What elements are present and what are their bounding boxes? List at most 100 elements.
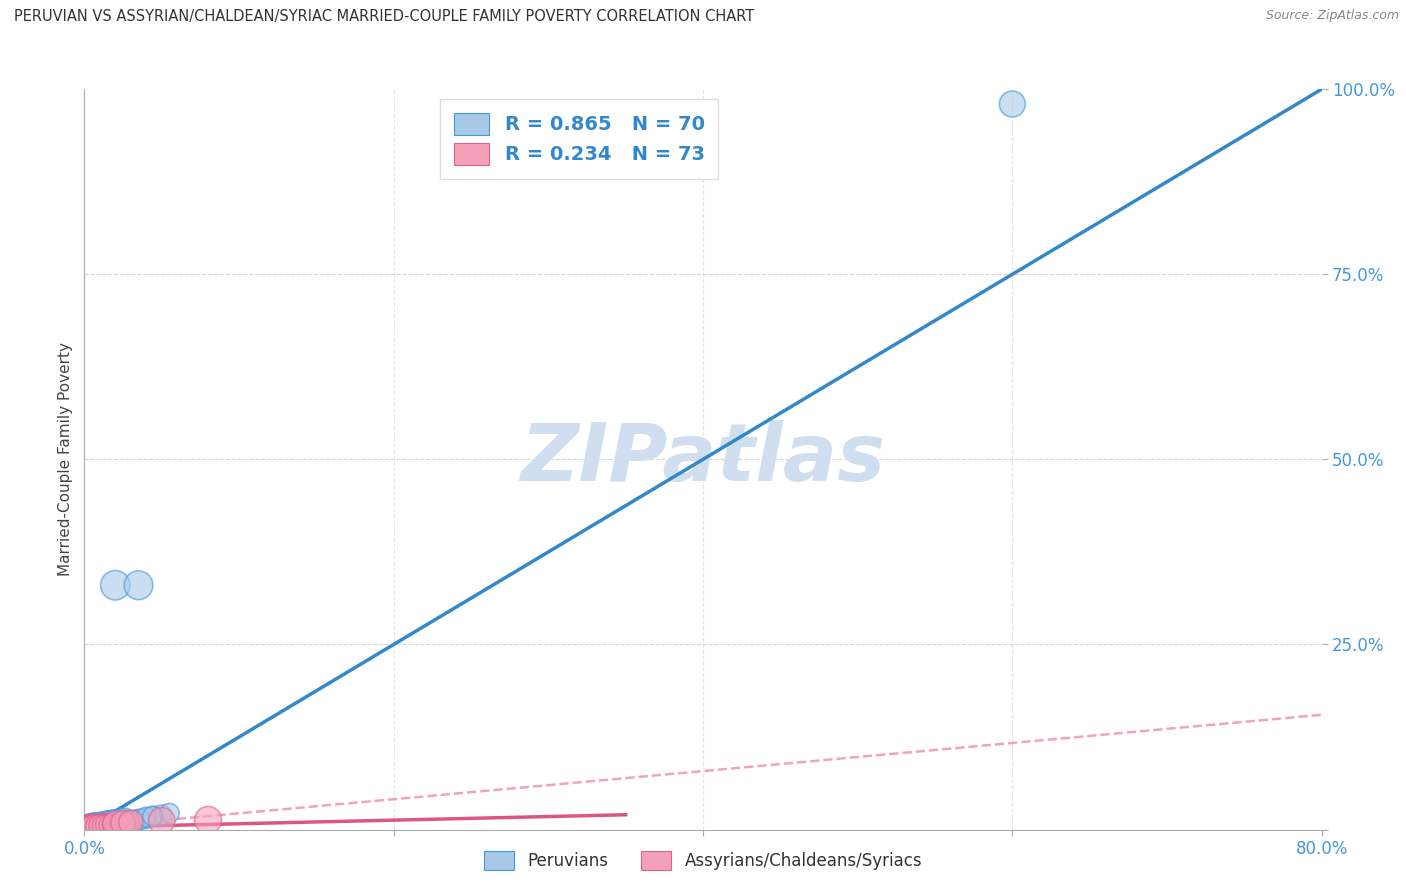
Point [104, 578, 127, 592]
Point [87, 820, 110, 834]
Point [84, 819, 107, 833]
Point [108, 814, 131, 828]
Point [93, 816, 115, 830]
Point [91, 816, 114, 830]
Point [87, 819, 110, 833]
Point [141, 809, 163, 823]
Point [135, 812, 157, 826]
Point [77, 821, 100, 835]
Point [94, 819, 117, 833]
Point [129, 812, 152, 826]
Point [86, 820, 108, 834]
Point [87, 820, 110, 834]
Point [94, 818, 117, 832]
Point [120, 814, 142, 828]
Point [101, 817, 124, 831]
Point [76, 821, 98, 835]
Point [79, 821, 101, 835]
Point [96, 818, 118, 832]
Point [75, 822, 97, 836]
Point [104, 817, 127, 831]
Point [104, 816, 127, 830]
Point [120, 815, 142, 830]
Point [107, 816, 129, 830]
Point [93, 819, 115, 833]
Text: PERUVIAN VS ASSYRIAN/CHALDEAN/SYRIAC MARRIED-COUPLE FAMILY POVERTY CORRELATION C: PERUVIAN VS ASSYRIAN/CHALDEAN/SYRIAC MAR… [14, 9, 754, 24]
Point [96, 816, 118, 830]
Point [86, 820, 108, 834]
Point [120, 815, 142, 830]
Point [91, 817, 114, 831]
Point [100, 815, 122, 830]
Point [86, 819, 108, 833]
Point [96, 815, 118, 830]
Point [114, 816, 136, 830]
Point [94, 816, 117, 830]
Point [83, 821, 105, 835]
Point [96, 819, 118, 833]
Point [82, 821, 104, 835]
Point [84, 821, 107, 835]
Point [82, 820, 104, 834]
Point [91, 819, 114, 833]
Point [91, 819, 114, 833]
Point [98, 815, 121, 830]
Point [84, 819, 107, 833]
Point [150, 814, 173, 828]
Point [79, 821, 101, 835]
Point [94, 816, 117, 830]
Point [110, 813, 132, 827]
Point [87, 818, 110, 832]
Point [79, 821, 101, 835]
Point [94, 818, 117, 832]
Point [100, 817, 122, 831]
Point [75, 822, 97, 836]
Point [89, 819, 111, 833]
Point [82, 820, 104, 834]
Point [89, 820, 111, 834]
Point [83, 820, 105, 834]
Point [83, 818, 105, 832]
Point [87, 817, 110, 831]
Point [90, 820, 112, 834]
Point [75, 821, 97, 835]
Point [114, 812, 136, 826]
Point [98, 818, 121, 832]
Point [76, 821, 98, 835]
Point [105, 814, 128, 828]
Text: ZIPatlas: ZIPatlas [520, 420, 886, 499]
Point [104, 814, 127, 829]
Point [107, 813, 129, 827]
Point [101, 814, 124, 829]
Point [76, 821, 98, 835]
Point [143, 809, 166, 823]
Point [127, 578, 149, 592]
Point [98, 816, 121, 830]
Point [79, 821, 101, 835]
Y-axis label: Married-Couple Family Poverty: Married-Couple Family Poverty [58, 343, 73, 576]
Point [89, 817, 111, 831]
Point [84, 821, 107, 835]
Point [77, 820, 100, 834]
Point [84, 820, 107, 834]
Point [98, 818, 121, 832]
Point [110, 816, 132, 830]
Point [117, 815, 139, 830]
Point [117, 816, 139, 830]
Legend: Peruvians, Assyrians/Chaldeans/Syriacs: Peruvians, Assyrians/Chaldeans/Syriacs [477, 844, 929, 877]
Point [150, 807, 173, 822]
Point [83, 820, 105, 834]
Point [1001, 97, 1024, 112]
Point [122, 814, 145, 828]
Point [90, 820, 112, 834]
Point [77, 821, 100, 835]
Point [77, 821, 100, 835]
Point [91, 819, 114, 833]
Point [93, 816, 115, 830]
Point [79, 821, 101, 835]
Point [90, 817, 112, 831]
Point [76, 822, 98, 836]
Point [127, 813, 149, 827]
Point [112, 812, 135, 826]
Point [197, 813, 219, 827]
